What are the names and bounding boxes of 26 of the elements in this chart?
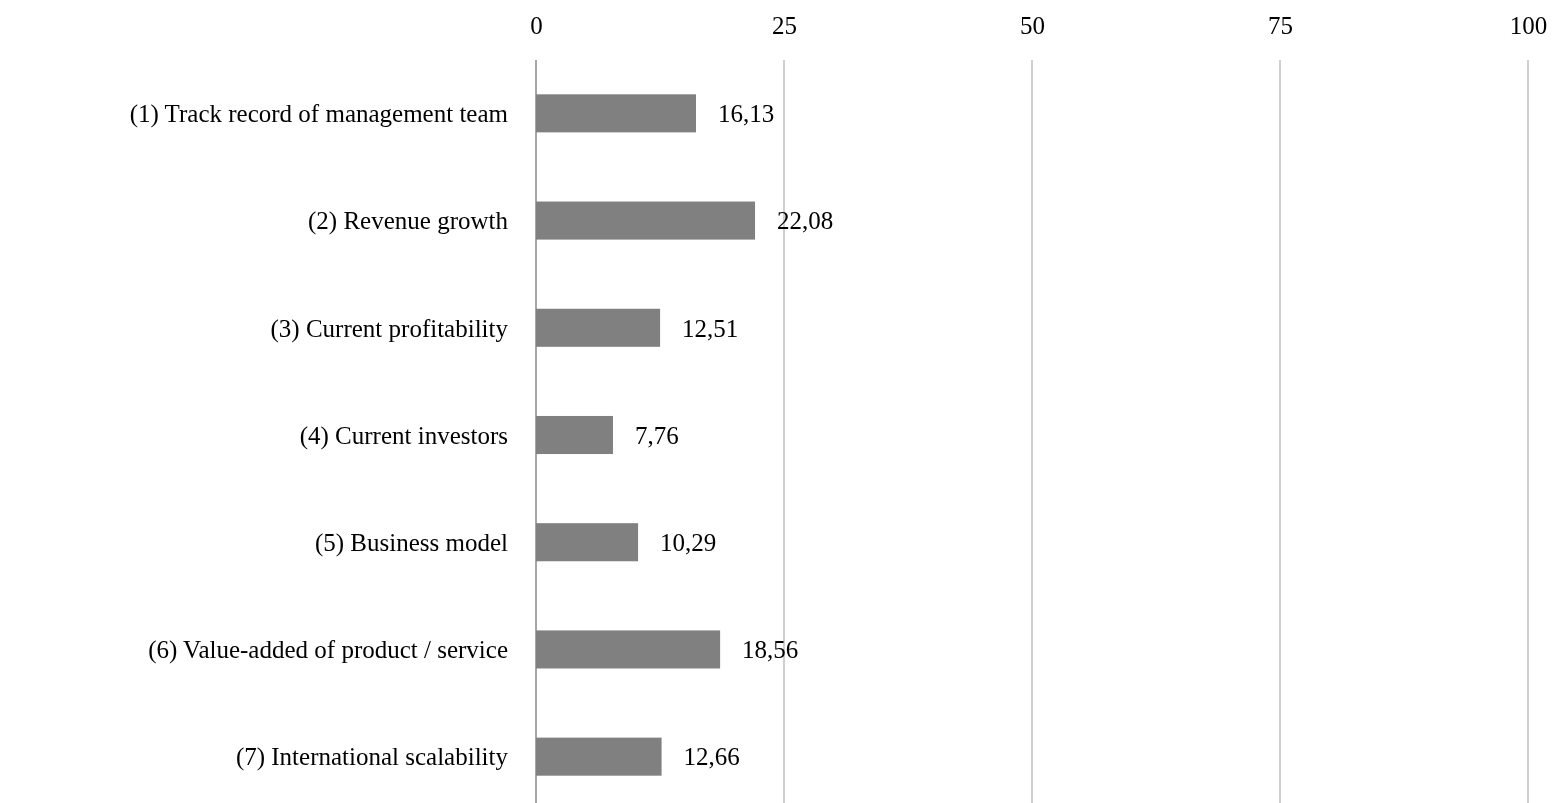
x-tick-label: 25	[772, 12, 797, 39]
y-tick-label: (1) Track record of management team	[129, 100, 509, 129]
x-tick-label: 0	[530, 12, 543, 39]
data-label: 16,13	[718, 100, 775, 128]
y-tick-label: (2) Revenue growth	[308, 207, 509, 236]
x-tick-label: 75	[1268, 12, 1293, 39]
bar	[536, 737, 662, 776]
bar	[536, 523, 639, 562]
bar	[536, 308, 661, 347]
y-tick-label: (7) International scalability	[235, 743, 509, 772]
x-tick-label: 100	[1509, 12, 1548, 39]
bar	[536, 94, 697, 133]
bar	[536, 201, 756, 240]
data-label: 12,66	[683, 743, 740, 771]
x-tick-label: 50	[1020, 12, 1045, 39]
y-tick-label: (5) Business model	[314, 528, 509, 557]
data-label: 10,29	[660, 528, 717, 556]
bar	[536, 630, 721, 669]
data-label: 22,08	[777, 207, 834, 235]
data-label: 7,76	[634, 421, 679, 449]
data-label: 18,56	[742, 636, 799, 664]
y-tick-label: (4) Current investors	[299, 421, 508, 450]
bar	[536, 415, 613, 455]
y-tick-label: (3) Current profitability	[270, 314, 509, 343]
data-label: 12,51	[682, 314, 739, 342]
y-tick-label: (6) Value-added of product / service	[148, 636, 508, 665]
